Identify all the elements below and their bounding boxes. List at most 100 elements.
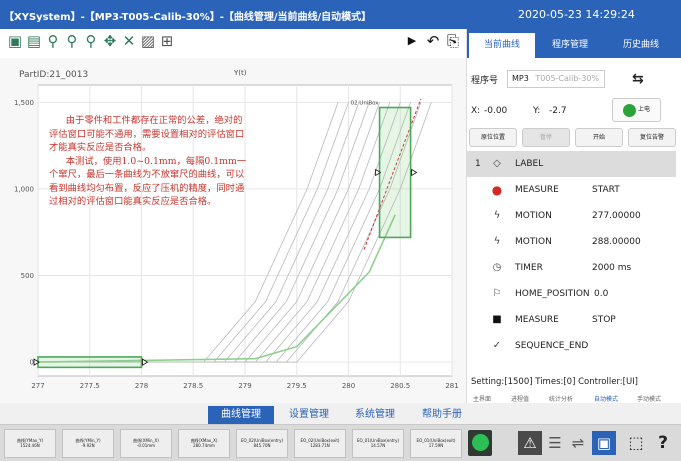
cross-icon[interactable]: ✕ (122, 32, 136, 50)
check-icon: ✓ (492, 340, 502, 351)
tab-program-manage[interactable]: 程序管理 (551, 40, 588, 50)
tab-manual-mode[interactable]: 手动模式 (637, 396, 662, 403)
home-position-button[interactable]: 原位位置 (469, 128, 517, 147)
status-cell: EO_02(UniBox(exit) 1283.71N (294, 429, 346, 458)
green-curve (37, 214, 396, 363)
program-field[interactable]: MP3 T005-Calib-30% (507, 70, 605, 88)
nav-system-manage[interactable]: 系统管理 (355, 409, 395, 420)
export-icon[interactable]: ⎘ (446, 32, 459, 50)
stop-square-icon: ■ (492, 314, 502, 325)
tab-main-ui[interactable]: 主界面 (473, 396, 492, 403)
status-cell: EO_01(UniBox(entry) 14.57N (352, 429, 404, 458)
sequence-value: 0.0 (594, 289, 609, 299)
status-cell-value: -9.92N (81, 443, 95, 449)
status-cell: 曲线(XMax_X) 280.74mm (178, 429, 230, 458)
status-cell-label: EO_01(UniBox(exit) (416, 438, 456, 443)
part-id: PartID:21_0013 (19, 70, 89, 80)
help-icon[interactable]: ? (658, 433, 668, 453)
nav-help-manual[interactable]: 帮助手册 (422, 409, 462, 420)
tab-history-curve[interactable]: 历史曲线 (622, 40, 659, 50)
sequence-item[interactable]: 1 ◇ LABEL (467, 151, 676, 177)
x-tick-label: 279 (238, 382, 251, 390)
status-line: Setting:[1500] Times:[0] Controller:[UI] (471, 377, 638, 387)
sequence-keyword: SEQUENCE_END (515, 341, 589, 351)
x-value: -0.00 (484, 106, 508, 116)
x-tick-label: 278.5 (183, 382, 203, 390)
program-placeholder: T005-Calib-30% (535, 74, 600, 83)
x-tick-label: 280 (342, 382, 355, 390)
measure-dot-icon: ● (491, 183, 503, 197)
status-cell-value: 280.74mm (193, 443, 215, 449)
tab-process-value[interactable]: 进程值 (511, 396, 530, 403)
sequence-item[interactable]: ✓ SEQUENCE_END (467, 333, 676, 359)
green-lamp-icon (468, 430, 492, 456)
pause-button[interactable]: 暂停 (522, 128, 570, 147)
chart-toolbar: ▣ ▤ ⚲ ⚲ ⚲ ✥ ✕ ▨ ⊞ ▶ ↶ ⎘ (0, 29, 466, 58)
tab-current-curve[interactable]: 当前曲线 (469, 33, 535, 58)
tag-icon: ◇ (493, 158, 501, 169)
reference-line (363, 98, 422, 250)
monitor-icon[interactable]: ▣ (592, 431, 616, 455)
swap-icon[interactable]: ⇆ (632, 71, 644, 87)
sequence-value: 277.00000 (592, 211, 641, 221)
screen-icon[interactable]: ▣ (7, 32, 23, 50)
y-tick-label: 1,000 (14, 185, 34, 193)
motion-icon: ϟ (493, 236, 501, 247)
warning-icon[interactable]: ⚠ (518, 431, 542, 455)
sequence-keyword: MEASURE (515, 185, 559, 195)
select-frame-icon[interactable]: ⬚ (628, 433, 644, 452)
main-nav: 曲线管理 设置管理 系统管理 帮助手册 (0, 403, 681, 424)
program-label: 程序号 (471, 76, 499, 86)
curve-plot[interactable]: PartID:21_0013 Y(t) 277 277.5 278 278.5 279 2… (0, 58, 466, 403)
usb-icon[interactable]: ⇌ (571, 434, 585, 452)
tab-auto-mode[interactable]: 自动模式 (594, 396, 619, 403)
sequence-keyword: LABEL (515, 159, 544, 169)
status-cell: 曲线(YMin_Y) -9.92N (62, 429, 114, 458)
undo-icon[interactable]: ↶ (426, 32, 440, 50)
window-label: 02 UniBox (351, 101, 380, 107)
pan-icon[interactable]: ✥ (103, 32, 117, 50)
y-value: -2.7 (549, 106, 567, 116)
flag-icon: ⚐ (492, 288, 502, 299)
status-cell-value: -0.01mm (136, 443, 156, 449)
sequence-value: 288.00000 (592, 237, 641, 247)
sequence-keyword: MOTION (515, 211, 552, 221)
sequence-item[interactable]: ◷ TIMER 2000 ms (467, 255, 676, 281)
status-cell-label: 曲线(YMax_Y) (16, 438, 44, 443)
y-tick-label: 0 (30, 359, 34, 367)
x-tick-label: 279.5 (287, 382, 307, 390)
sequence-num: 1 (475, 159, 481, 169)
zoom-in-icon[interactable]: ⚲ (47, 32, 59, 50)
magnifier-icon[interactable]: ⚲ (85, 32, 97, 50)
sequence-item[interactable]: ⚐ HOME_POSITION 0.0 (467, 281, 676, 307)
grid-icon[interactable]: ⊞ (160, 32, 174, 50)
status-cell-value: 17.59N (428, 443, 444, 449)
entry-marker (33, 358, 40, 366)
sequence-item[interactable]: ϟ MOTION 288.00000 (467, 229, 676, 255)
save-icon[interactable]: ▤ (26, 32, 42, 50)
sequence-item[interactable]: ● MEASURE START (467, 177, 676, 203)
sequence-value: 2000 ms (592, 263, 632, 273)
power-label: 上电 (637, 106, 650, 113)
sequence-item[interactable]: ϟ MOTION 277.00000 (467, 203, 676, 229)
reset-alarm-button[interactable]: 复位告警 (628, 128, 676, 147)
tab-statistics[interactable]: 统计分析 (549, 396, 574, 403)
sequence-keyword: MEASURE (515, 315, 559, 325)
side-panel: 当前曲线 程序管理 历史曲线 程序号 MP3 T005-Calib-30% ⇆ … (466, 29, 681, 403)
nav-settings-manage[interactable]: 设置管理 (289, 409, 329, 420)
power-button[interactable]: 上电 (612, 98, 661, 122)
image-icon[interactable]: ▨ (140, 32, 156, 50)
status-cell-label: EO_01(UniBox(entry) (356, 438, 400, 443)
play-icon[interactable]: ▶ (407, 34, 417, 47)
y-tick-label: 1,500 (14, 99, 34, 107)
network-icon[interactable]: ☰ (548, 434, 562, 452)
sequence-keyword: TIMER (515, 263, 543, 273)
sequence-item[interactable]: ■ MEASURE STOP (467, 307, 676, 333)
zoom-out-icon[interactable]: ⚲ (66, 32, 78, 50)
nav-curve-manage[interactable]: 曲线管理 (208, 406, 274, 424)
motion-icon: ϟ (493, 210, 501, 221)
x-tick-label: 280.5 (390, 382, 410, 390)
start-button[interactable]: 开始 (575, 128, 623, 147)
x-tick-label: 277.5 (80, 382, 100, 390)
sequence-keyword: HOME_POSITION (515, 289, 590, 299)
